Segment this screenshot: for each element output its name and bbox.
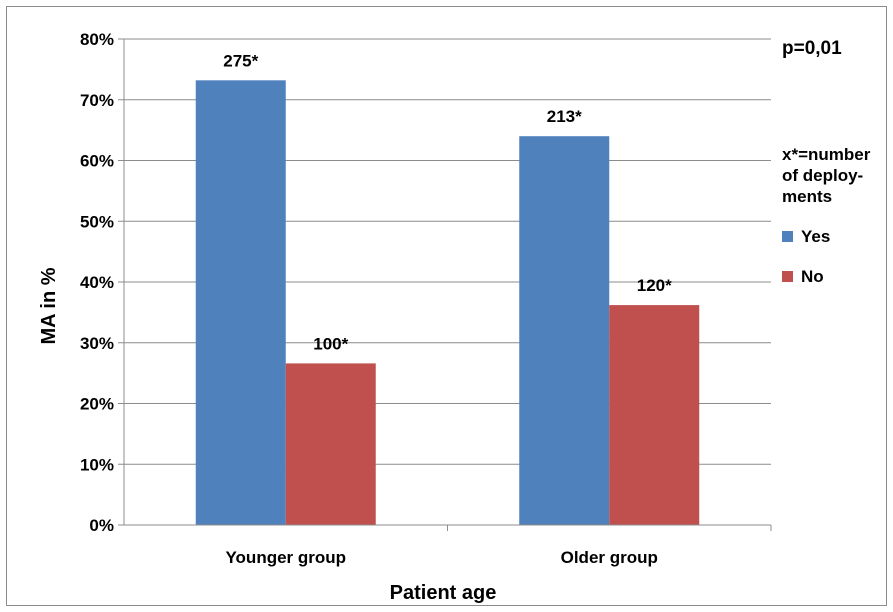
y-axis-ticks: 0% 10% 20% 30% 40% 50% 60% 70% 80% bbox=[80, 30, 124, 535]
y-tick-label: 70% bbox=[80, 91, 114, 110]
data-label: 213* bbox=[547, 107, 582, 126]
bar-chart: 0% 10% 20% 30% 40% 50% 60% 70% 80% 275* 100* 213* 1… bbox=[38, 30, 871, 604]
y-axis-title: MA in % bbox=[38, 267, 60, 344]
data-label: 100* bbox=[313, 334, 348, 353]
note-line-3: ments bbox=[782, 187, 832, 206]
x-axis-categories: Younger group Older group bbox=[225, 525, 772, 567]
y-tick-label: 0% bbox=[89, 516, 114, 535]
legend-label-no: No bbox=[801, 267, 824, 286]
data-labels: 275* 100* 213* 120* bbox=[223, 51, 672, 353]
bars bbox=[195, 80, 700, 525]
x-category-label: Older group bbox=[561, 548, 658, 567]
p-value-annotation: p=0,01 bbox=[782, 38, 842, 59]
bar-no-1 bbox=[285, 363, 376, 525]
bar-yes-1 bbox=[195, 80, 286, 525]
y-tick-label: 30% bbox=[80, 334, 114, 353]
legend-swatch-no bbox=[782, 271, 793, 282]
y-tick-label: 10% bbox=[80, 455, 114, 474]
x-axis-title: Patient age bbox=[390, 582, 497, 604]
bar-no-2 bbox=[609, 305, 700, 525]
data-label: 120* bbox=[637, 276, 672, 295]
y-tick-label: 50% bbox=[80, 212, 114, 231]
y-tick-label: 40% bbox=[80, 273, 114, 292]
legend: Yes No bbox=[782, 227, 830, 286]
x-category-label: Younger group bbox=[225, 548, 346, 567]
note-line-1: x*=number bbox=[782, 145, 871, 164]
bar-yes-2 bbox=[519, 136, 610, 525]
y-tick-label: 60% bbox=[80, 152, 114, 171]
y-tick-label: 80% bbox=[80, 30, 114, 49]
data-label: 275* bbox=[223, 51, 258, 70]
legend-label-yes: Yes bbox=[801, 227, 830, 246]
y-tick-label: 20% bbox=[80, 395, 114, 414]
note-line-2: of deploy- bbox=[782, 166, 863, 185]
chart-frame: 0% 10% 20% 30% 40% 50% 60% 70% 80% 275* 100* 213* 1… bbox=[6, 6, 887, 606]
legend-swatch-yes bbox=[782, 231, 793, 242]
